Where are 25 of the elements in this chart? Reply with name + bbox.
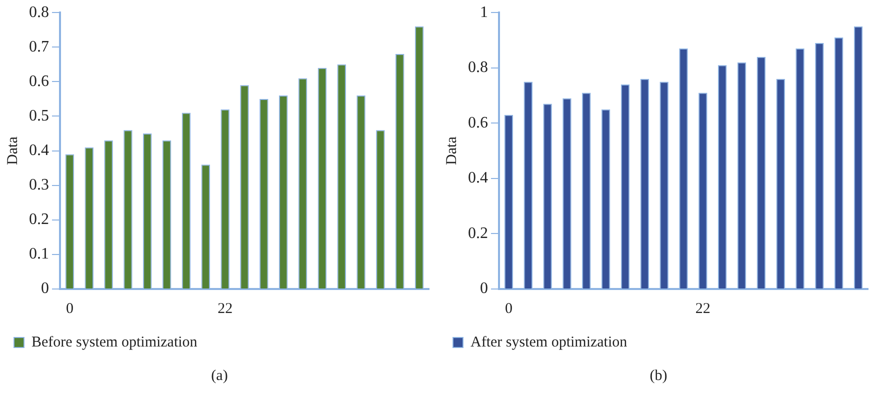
legend-label: Before system optimization: [32, 334, 198, 350]
y-tick-label: 0.4: [468, 170, 488, 187]
y-tick-label: 0.3: [29, 176, 49, 194]
legend-label: After system optimization: [470, 334, 628, 350]
text: (b): [648, 368, 668, 385]
x-tick-label: 0: [66, 300, 74, 317]
y-tick-label: 0: [41, 280, 49, 298]
y-tick-label: 0.4: [29, 142, 49, 160]
y-axis-title: Data: [4, 136, 21, 165]
y-tick-label: 0.8: [29, 4, 49, 21]
y-tick-label: 0.7: [29, 38, 49, 56]
y-tick-label: 0.6: [29, 72, 49, 90]
y-tick-label: 0.2: [468, 224, 488, 242]
y-axis-title: Data: [444, 136, 460, 165]
y-tick-label: 1: [480, 4, 488, 21]
x-tick-label: 22: [218, 300, 233, 317]
y-tick-label: 0.5: [29, 107, 49, 124]
x-tick-label: 0: [504, 300, 512, 317]
text: (a): [210, 368, 229, 385]
y-tick-label: 0.2: [29, 211, 49, 228]
y-tick-label: 0.1: [29, 246, 49, 263]
x-tick-label: 22: [695, 300, 710, 317]
y-tick-label: 0: [480, 280, 488, 298]
y-tick-label: 0.8: [468, 59, 488, 76]
y-tick-label: 0.6: [468, 114, 488, 132]
